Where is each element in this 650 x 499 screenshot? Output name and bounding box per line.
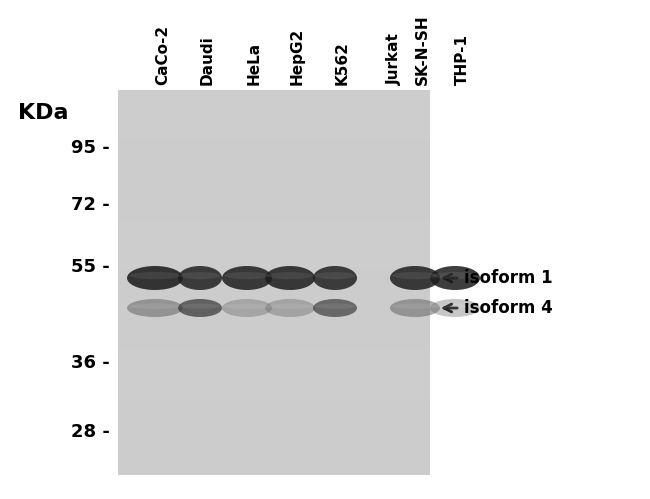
Ellipse shape	[313, 299, 357, 317]
Text: 28 -: 28 -	[71, 423, 110, 441]
Text: 55 -: 55 -	[72, 258, 110, 276]
Text: isoform 1: isoform 1	[464, 269, 552, 287]
Bar	[118, 350, 430, 400]
Ellipse shape	[430, 266, 480, 290]
Ellipse shape	[265, 299, 315, 317]
Ellipse shape	[390, 299, 440, 317]
Text: KDa: KDa	[18, 103, 68, 123]
Ellipse shape	[315, 272, 355, 279]
Ellipse shape	[432, 303, 478, 309]
Ellipse shape	[127, 299, 183, 317]
Ellipse shape	[430, 299, 480, 317]
Text: 36 -: 36 -	[72, 354, 110, 372]
Text: Daudi: Daudi	[200, 35, 215, 85]
Ellipse shape	[130, 303, 180, 309]
Text: HeLa: HeLa	[247, 42, 262, 85]
Ellipse shape	[222, 266, 272, 290]
Text: isoform 4: isoform 4	[464, 299, 552, 317]
Text: 95 -: 95 -	[72, 139, 110, 157]
Text: SK-N-SH: SK-N-SH	[415, 14, 430, 85]
Ellipse shape	[268, 272, 313, 279]
Ellipse shape	[393, 272, 437, 279]
Bar	[118, 90, 430, 475]
Ellipse shape	[127, 266, 183, 290]
Text: THP-1: THP-1	[455, 34, 470, 85]
Text: K562: K562	[335, 41, 350, 85]
Text: CaCo-2: CaCo-2	[155, 25, 170, 85]
Ellipse shape	[390, 266, 440, 290]
Ellipse shape	[130, 272, 180, 279]
Ellipse shape	[222, 299, 272, 317]
Ellipse shape	[224, 303, 270, 309]
Text: Jurkat: Jurkat	[387, 33, 402, 85]
Ellipse shape	[313, 266, 357, 290]
Ellipse shape	[178, 266, 222, 290]
Ellipse shape	[180, 272, 220, 279]
Ellipse shape	[265, 266, 315, 290]
Ellipse shape	[432, 272, 478, 279]
Ellipse shape	[224, 272, 270, 279]
Text: HepG2: HepG2	[290, 28, 305, 85]
Ellipse shape	[180, 303, 220, 309]
Ellipse shape	[178, 299, 222, 317]
Bar	[118, 90, 430, 140]
Text: 72 -: 72 -	[72, 196, 110, 214]
Ellipse shape	[315, 303, 355, 309]
Ellipse shape	[268, 303, 313, 309]
Ellipse shape	[393, 303, 437, 309]
Bar	[118, 220, 430, 270]
